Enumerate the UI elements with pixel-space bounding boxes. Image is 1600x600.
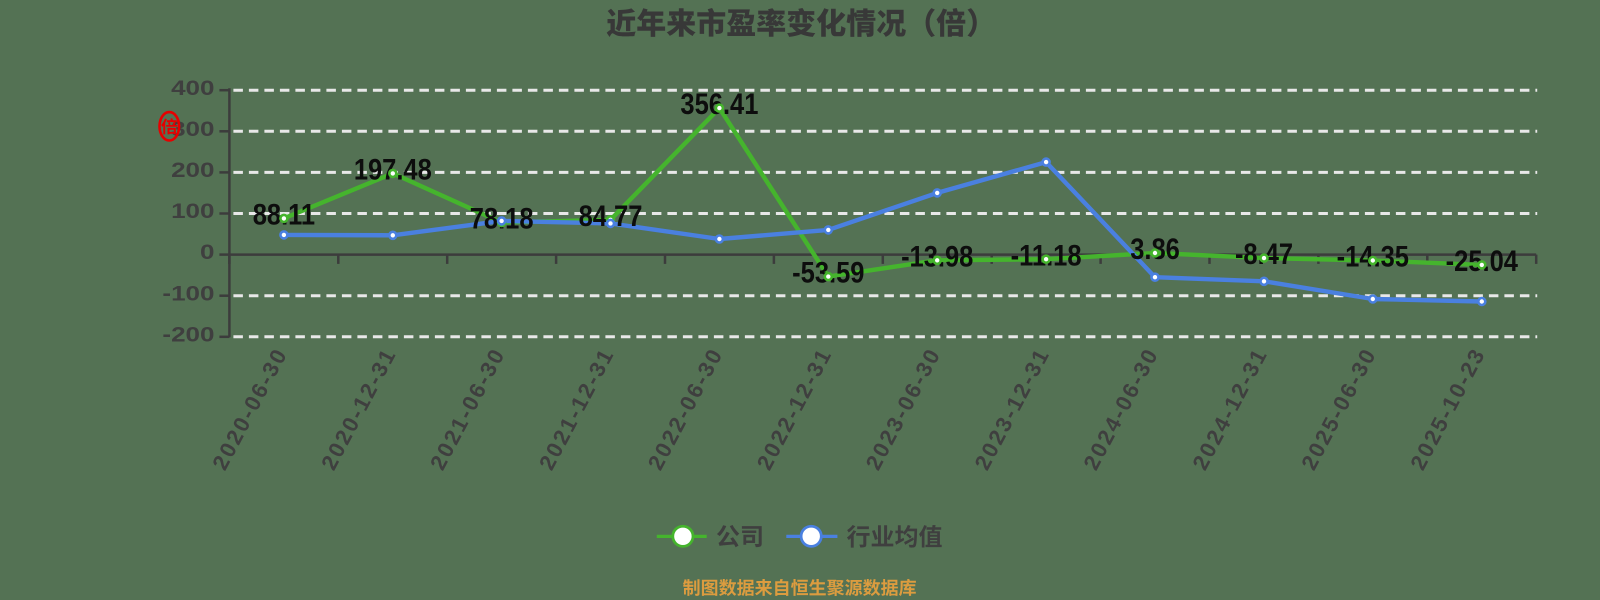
svg-text:2022-06-30: 2022-06-30 [643,343,728,474]
svg-text:2023-06-30: 2023-06-30 [861,343,946,474]
svg-text:2021-06-30: 2021-06-30 [425,343,510,474]
svg-text:200: 200 [171,159,214,182]
svg-text:2025-10-23: 2025-10-23 [1405,343,1490,474]
svg-text:300: 300 [171,118,214,141]
svg-text:2023-12-31: 2023-12-31 [969,343,1054,474]
svg-text:100: 100 [171,200,214,223]
svg-text:2022-12-31: 2022-12-31 [752,343,837,474]
svg-text:-200: -200 [162,324,214,347]
svg-text:2024-06-30: 2024-06-30 [1078,343,1163,474]
svg-text:-100: -100 [162,283,214,306]
svg-text:0: 0 [200,241,214,264]
svg-text:2025-06-30: 2025-06-30 [1296,343,1381,474]
svg-text:2020-06-30: 2020-06-30 [207,343,292,474]
svg-text:2020-12-31: 2020-12-31 [316,343,401,474]
svg-text:2021-12-31: 2021-12-31 [534,343,619,474]
svg-text:2024-12-31: 2024-12-31 [1187,343,1272,474]
svg-text:400: 400 [171,77,214,100]
